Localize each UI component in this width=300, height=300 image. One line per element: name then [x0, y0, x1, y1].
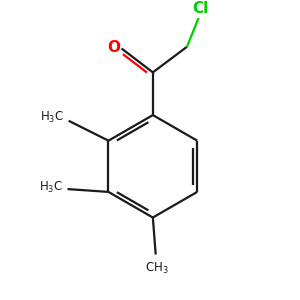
- Text: O: O: [108, 40, 121, 55]
- Text: Cl: Cl: [193, 1, 209, 16]
- Text: H$_3$C: H$_3$C: [39, 180, 63, 195]
- Text: CH$_3$: CH$_3$: [145, 261, 169, 277]
- Text: H$_3$C: H$_3$C: [40, 110, 64, 125]
